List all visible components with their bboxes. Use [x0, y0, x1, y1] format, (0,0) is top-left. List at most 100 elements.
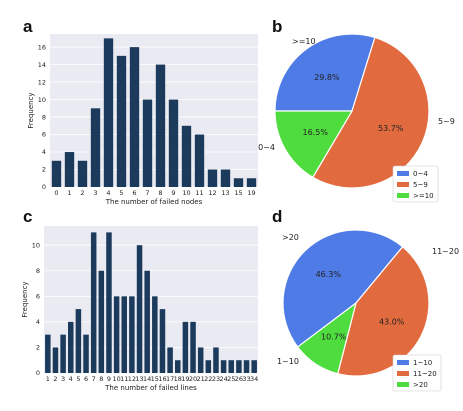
legend: 1~10 11~20 >20	[392, 354, 442, 392]
x-tick-label: 1	[46, 375, 50, 383]
x-tick-label: 9	[107, 375, 111, 383]
bar	[246, 178, 257, 187]
bar	[51, 160, 62, 187]
bar	[194, 134, 205, 187]
x-tick-label: 34	[250, 375, 258, 383]
bar	[205, 360, 212, 373]
x-tick-label: 6	[84, 375, 88, 383]
x-tick-label: 12	[128, 375, 136, 383]
legend-label: 11~20	[413, 370, 437, 378]
y-tick-label: 4	[42, 148, 46, 156]
bar	[190, 321, 196, 373]
pie-slice	[274, 33, 376, 112]
y-tick-label: 8	[36, 267, 40, 275]
x-tick-label: 5	[76, 375, 80, 383]
bar	[103, 38, 114, 187]
slice-category-label: 5~9	[438, 117, 455, 126]
slice-percent-label: 16.5%	[303, 128, 329, 137]
y-tick-label: 16	[38, 43, 46, 51]
bar	[98, 270, 105, 373]
x-tick-label: 16	[158, 375, 166, 383]
bar	[144, 270, 150, 373]
panel-b-letter: b	[272, 17, 282, 36]
y-axis-title: Frequency	[27, 92, 35, 128]
slice-category-label: 0~4	[258, 143, 275, 152]
x-axis-title: The number of failed lines	[104, 384, 197, 392]
slice-percent-label: 53.7%	[378, 124, 404, 133]
bar	[121, 296, 128, 373]
x-tick-label: 24	[219, 375, 227, 383]
bar	[233, 178, 244, 187]
bar	[182, 321, 189, 373]
x-tick-label: 11	[120, 375, 128, 383]
x-tick-label: 6	[132, 189, 136, 197]
x-tick-label: 20	[189, 375, 197, 383]
bar	[220, 360, 227, 373]
x-tick-label: 3	[61, 375, 65, 383]
bar	[83, 334, 89, 373]
x-tick-label: 5	[119, 189, 123, 197]
bar	[113, 296, 120, 373]
x-tick-label: 13	[135, 375, 143, 383]
slice-percent-label: 46.3%	[316, 270, 342, 279]
bar	[243, 360, 250, 373]
y-tick-label: 0	[36, 369, 40, 377]
pie-slice	[296, 301, 358, 375]
x-tick-label: 8	[99, 375, 103, 383]
x-tick-label: 1	[67, 189, 71, 197]
pie-slice	[337, 245, 430, 377]
x-tick-label: 22	[204, 375, 212, 383]
legend-swatch	[397, 371, 409, 376]
legend-label: >20	[413, 381, 428, 389]
bar	[213, 347, 219, 373]
legend-label: 1~10	[413, 359, 432, 367]
slice-percent-label: 29.8%	[314, 73, 340, 82]
bar	[90, 232, 97, 373]
y-tick-label: 6	[42, 131, 46, 139]
panel-c-letter: c	[23, 207, 32, 226]
bar	[220, 169, 231, 187]
y-tick-label: 4	[36, 318, 40, 326]
slice-category-label: >20	[282, 233, 299, 242]
slice-category-label: 11~20	[432, 247, 459, 256]
x-tick-label: 19	[181, 375, 189, 383]
y-tick-label: 10	[38, 96, 46, 104]
bar	[129, 47, 140, 187]
bar	[174, 360, 181, 373]
x-tick-label: 14	[143, 375, 151, 383]
x-tick-label: 8	[158, 189, 162, 197]
y-axis-title: Frequency	[21, 281, 29, 317]
bar	[129, 296, 135, 373]
bar	[106, 232, 112, 373]
bar	[64, 152, 75, 187]
bar	[181, 125, 192, 187]
x-tick-label: 11	[195, 189, 203, 197]
x-tick-label: 23	[212, 375, 220, 383]
bar	[67, 321, 74, 373]
y-tick-label: 10	[32, 241, 40, 249]
pie-failed-lines: 46.3% 1~10 43.0% 11~20 10.7% >20 1~10 11~20 >20	[277, 229, 459, 392]
x-tick-label: 18	[174, 375, 182, 383]
bar	[197, 347, 204, 373]
x-tick-label: 12	[208, 189, 216, 197]
bar	[251, 360, 257, 373]
pie-slice	[282, 229, 404, 348]
y-tick-label: 2	[36, 344, 40, 352]
panel-a-letter: a	[23, 17, 33, 36]
pie-failed-nodes: 29.8% 0~4 53.7% 5~9 16.5% >=10 0~4 5~9 >=10	[258, 33, 455, 203]
bar	[45, 334, 51, 373]
x-tick-label: 25	[227, 375, 235, 383]
x-tick-label: 21	[197, 375, 205, 383]
legend-swatch	[397, 382, 409, 387]
bar	[116, 55, 127, 187]
x-tick-label: 10	[112, 375, 120, 383]
legend: 0~4 5~9 >=10	[392, 165, 439, 203]
x-tick-label: 15	[151, 375, 159, 383]
x-tick-label: 17	[166, 375, 174, 383]
x-tick-label: 33	[242, 375, 250, 383]
x-tick-label: 9	[171, 189, 175, 197]
y-tick-label: 12	[38, 78, 46, 86]
